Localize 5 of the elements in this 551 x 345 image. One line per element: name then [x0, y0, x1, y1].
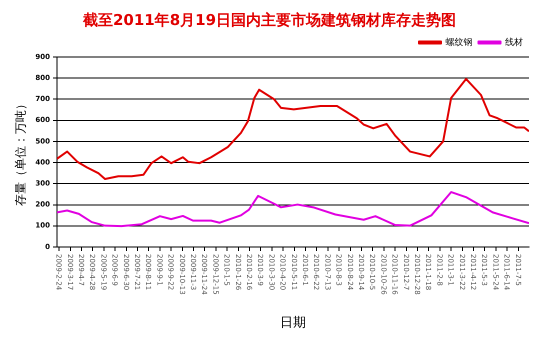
- y-axis-title: 存量（单位：万吨）: [13, 98, 28, 206]
- legend-label: 螺纹钢: [446, 36, 472, 48]
- legend-label: 线材: [505, 36, 523, 48]
- x-axis-title: 日期: [280, 316, 306, 331]
- chart-title: 截至2011年8月19日国内主要市场建筑钢材库存走势图: [82, 10, 456, 29]
